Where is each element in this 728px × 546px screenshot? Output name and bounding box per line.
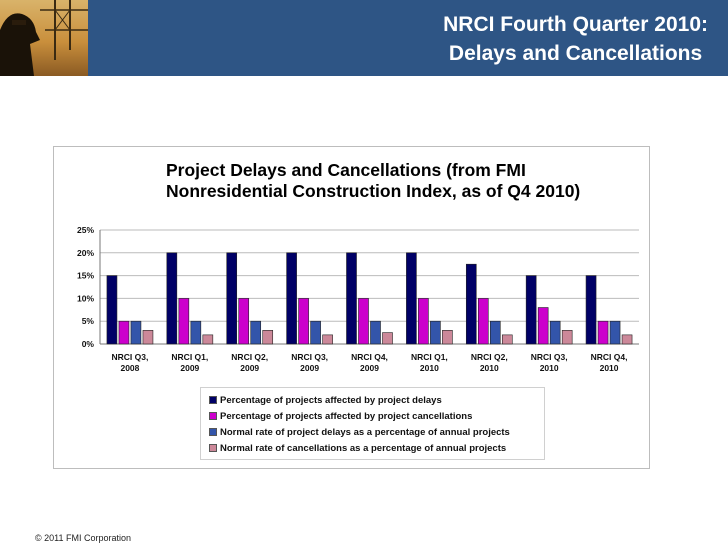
bar — [106, 275, 118, 345]
legend-label: Percentage of projects affected by proje… — [220, 394, 442, 406]
legend-swatch — [209, 412, 217, 420]
x-tick-label: NRCI Q3, — [112, 352, 149, 362]
x-tick-label: 2009 — [300, 363, 319, 373]
bar — [370, 320, 381, 345]
x-tick-label: NRCI Q3, — [291, 352, 328, 362]
bar — [477, 298, 489, 345]
chart-title-line-1: Project Delays and Cancellations (from F… — [166, 160, 526, 180]
x-tick-label: NRCI Q2, — [471, 352, 508, 362]
legend-item: Percentage of projects affected by proje… — [209, 392, 544, 408]
legend-item: Normal rate of project delays as a perce… — [209, 424, 544, 440]
y-tick-label: 0% — [82, 339, 95, 349]
x-tick-label: 2009 — [180, 363, 199, 373]
x-tick-label: NRCI Q4, — [351, 352, 388, 362]
bar — [190, 320, 202, 345]
bar — [238, 298, 250, 345]
legend-swatch — [209, 428, 217, 436]
bar — [166, 252, 178, 345]
bar — [322, 334, 333, 345]
bar — [178, 298, 190, 345]
y-tick-label: 20% — [77, 248, 94, 258]
construction-photo — [0, 0, 88, 76]
bar — [226, 252, 238, 345]
bar — [501, 334, 513, 345]
x-tick-label: NRCI Q4, — [591, 352, 628, 362]
legend-label: Normal rate of cancellations as a percen… — [220, 442, 507, 454]
bar — [382, 332, 393, 345]
x-tick-label: NRCI Q1, — [411, 352, 448, 362]
bar — [202, 334, 214, 345]
bar — [549, 320, 561, 345]
x-tick-label: 2009 — [240, 363, 259, 373]
bar — [489, 320, 501, 345]
bar — [597, 320, 609, 345]
bar — [262, 330, 274, 345]
bar — [621, 334, 633, 345]
x-tick-label: 2009 — [360, 363, 379, 373]
bar — [346, 252, 357, 345]
bar — [465, 263, 477, 345]
bar — [525, 275, 537, 345]
chart-legend: Percentage of projects affected by proje… — [200, 387, 545, 460]
chart-title-line-2: Nonresidential Construction Index, as of… — [166, 181, 581, 201]
bar — [286, 252, 297, 345]
legend-swatch — [209, 444, 217, 452]
bar — [430, 320, 441, 345]
x-tick-label: 2008 — [120, 363, 139, 373]
bar — [130, 320, 142, 345]
legend-label: Normal rate of project delays as a perce… — [220, 426, 510, 438]
slide-title-line-1: NRCI Fourth Quarter 2010: — [443, 13, 708, 36]
y-tick-label: 15% — [77, 271, 94, 281]
x-tick-label: NRCI Q3, — [531, 352, 568, 362]
bar — [310, 320, 321, 345]
bar — [142, 330, 154, 345]
slide-title: NRCI Fourth Quarter 2010: Delays and Can… — [443, 10, 708, 68]
bar — [358, 298, 369, 345]
x-tick-label: 2010 — [540, 363, 559, 373]
x-tick-label: NRCI Q2, — [231, 352, 268, 362]
chart-title: Project Delays and Cancellations (from F… — [166, 160, 580, 202]
slide-title-line-2: Delays and Cancellations — [448, 42, 703, 65]
y-tick-label: 25% — [77, 225, 94, 235]
bar — [298, 298, 309, 345]
bar — [406, 252, 417, 345]
legend-item: Percentage of projects affected by proje… — [209, 408, 544, 424]
x-tick-label: 2010 — [480, 363, 499, 373]
bar — [118, 320, 130, 345]
bar — [585, 275, 597, 345]
bar — [561, 330, 573, 345]
legend-item: Normal rate of cancellations as a percen… — [209, 440, 544, 456]
legend-swatch — [209, 396, 217, 404]
y-tick-label: 10% — [77, 293, 94, 303]
chart-frame: 25% 20% 15% 10% 5% 0% NRCI Q3, 2008 NRCI Q1, 2009… — [53, 146, 650, 469]
slide-header: NRCI Fourth Quarter 2010: Delays and Can… — [0, 0, 728, 76]
bar — [442, 330, 453, 345]
bar — [609, 320, 621, 345]
copyright-footer: © 2011 FMI Corporation — [35, 533, 132, 543]
x-tick-label: 2010 — [420, 363, 439, 373]
legend-label: Percentage of projects affected by proje… — [220, 410, 473, 422]
bar — [537, 307, 549, 345]
x-tick-label: 2010 — [600, 363, 619, 373]
y-tick-label: 5% — [82, 316, 95, 326]
bar — [418, 298, 429, 345]
bar — [250, 320, 262, 345]
x-tick-label: NRCI Q1, — [171, 352, 208, 362]
